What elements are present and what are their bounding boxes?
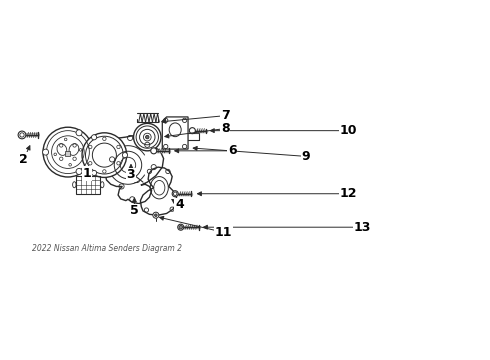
Circle shape: [122, 153, 127, 158]
Text: 3: 3: [127, 168, 135, 181]
Circle shape: [134, 123, 161, 151]
Circle shape: [43, 149, 49, 155]
Circle shape: [154, 214, 157, 216]
Circle shape: [92, 170, 97, 176]
Text: 10: 10: [340, 124, 357, 137]
Text: 11: 11: [215, 226, 232, 239]
Text: 8: 8: [221, 122, 230, 135]
Circle shape: [82, 133, 127, 177]
Text: 1: 1: [83, 167, 92, 180]
Text: 9: 9: [302, 150, 310, 163]
FancyBboxPatch shape: [65, 151, 71, 156]
Circle shape: [151, 148, 157, 154]
Text: 6: 6: [228, 144, 237, 157]
Circle shape: [179, 225, 182, 229]
Text: 5: 5: [130, 204, 139, 217]
Circle shape: [146, 135, 149, 139]
Circle shape: [18, 131, 26, 139]
Circle shape: [178, 224, 184, 230]
Circle shape: [76, 130, 82, 136]
Circle shape: [76, 168, 82, 175]
Circle shape: [153, 212, 159, 218]
Circle shape: [172, 191, 178, 197]
Text: 12: 12: [340, 187, 357, 200]
Circle shape: [43, 127, 93, 177]
Text: 2: 2: [19, 153, 28, 166]
Text: 2022 Nissan Altima Senders Diagram 2: 2022 Nissan Altima Senders Diagram 2: [31, 244, 181, 253]
Text: 7: 7: [221, 109, 230, 122]
Circle shape: [92, 135, 97, 140]
Text: 13: 13: [353, 221, 370, 234]
Text: 4: 4: [175, 198, 184, 211]
Circle shape: [189, 128, 196, 134]
